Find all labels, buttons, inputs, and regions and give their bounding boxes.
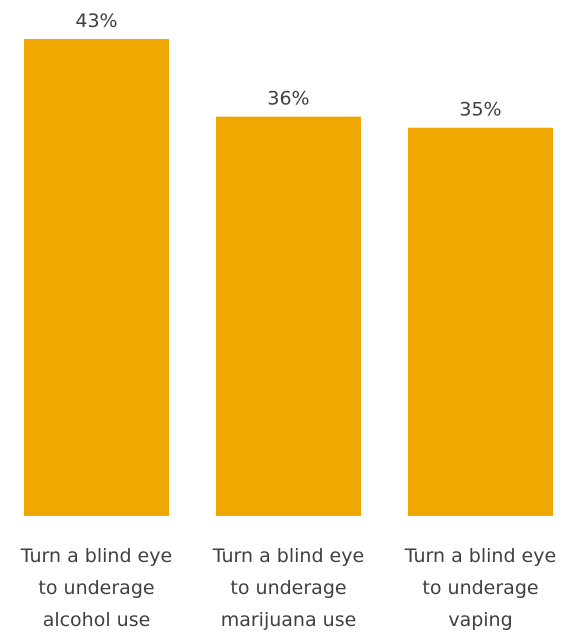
bar-3 (408, 127, 553, 516)
category-label-2-line-1: Turn a blind eye (212, 545, 364, 567)
category-label-3-line-2: to underage (422, 577, 538, 599)
bar-1 (24, 39, 169, 516)
category-label-2-line-2: to underage (230, 577, 346, 599)
value-labels-group: 43% 36% 35% (75, 10, 501, 121)
category-label-1-line-3: alcohol use (43, 609, 151, 631)
category-label-1-line-2: to underage (38, 577, 154, 599)
bar-2 (216, 116, 361, 517)
category-labels-group: Turn a blind eye to underage alcohol use Tu… (20, 545, 556, 631)
bars-group (24, 39, 553, 517)
value-label-2: 36% (267, 88, 309, 110)
category-label-3-line-3: vaping (448, 609, 512, 631)
category-label-3-line-1: Turn a blind eye (404, 545, 556, 567)
category-label-1-line-1: Turn a blind eye (20, 545, 172, 567)
value-label-1: 43% (75, 10, 117, 32)
value-label-3: 35% (459, 99, 501, 121)
category-label-2-line-3: marijuana use (221, 609, 357, 631)
